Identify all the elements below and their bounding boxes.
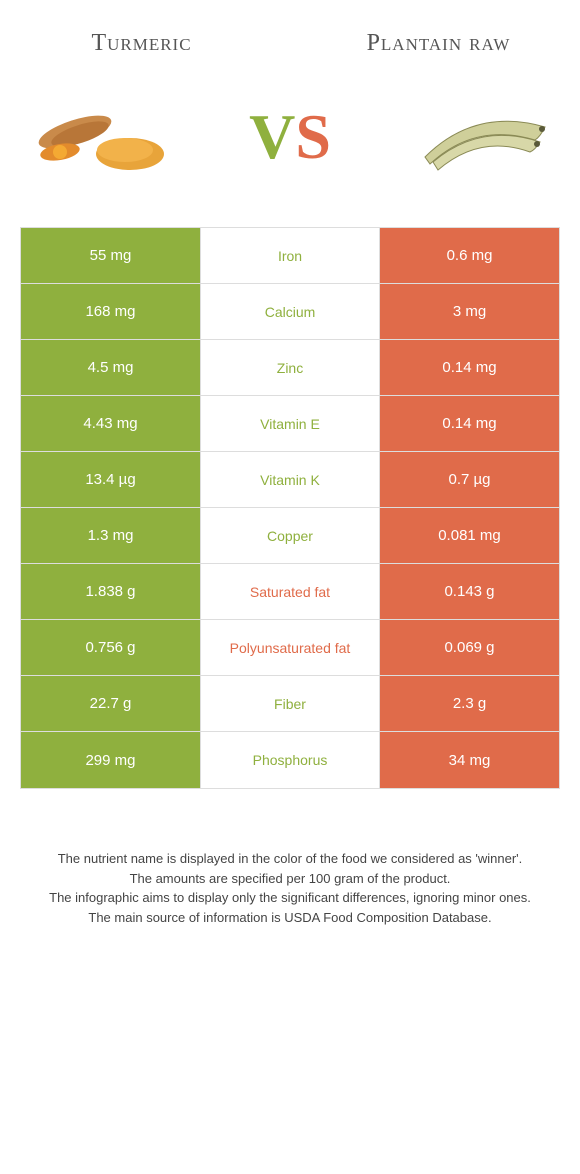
left-value: 299 mg [21,732,201,788]
footer-line-2: The amounts are specified per 100 gram o… [30,869,550,889]
nutrient-label: Polyunsaturated fat [201,620,379,675]
left-value: 4.5 mg [21,340,201,395]
nutrient-label: Fiber [201,676,379,731]
left-value: 1.3 mg [21,508,201,563]
table-row: 1.838 gSaturated fat0.143 g [21,564,559,620]
nutrient-label: Vitamin E [201,396,379,451]
table-row: 168 mgCalcium3 mg [21,284,559,340]
right-value: 3 mg [379,284,559,339]
right-value: 2.3 g [379,676,559,731]
right-value: 0.7 µg [379,452,559,507]
right-value: 0.143 g [379,564,559,619]
right-value: 0.6 mg [379,228,559,283]
left-value: 55 mg [21,228,201,283]
left-value: 168 mg [21,284,201,339]
table-row: 4.43 mgVitamin E0.14 mg [21,396,559,452]
table-row: 13.4 µgVitamin K0.7 µg [21,452,559,508]
vs-label: VS [249,100,331,174]
nutrient-label: Phosphorus [201,732,379,788]
nutrient-label: Saturated fat [201,564,379,619]
vs-row: VS [0,67,580,217]
vs-v-letter: V [249,101,295,172]
right-value: 0.14 mg [379,340,559,395]
vs-s-letter: S [295,101,331,172]
right-value: 0.081 mg [379,508,559,563]
footer-line-3: The infographic aims to display only the… [30,888,550,908]
left-value: 13.4 µg [21,452,201,507]
footer-line-4: The main source of information is USDA F… [30,908,550,928]
left-food-title: Turmeric [20,30,263,57]
nutrient-label: Calcium [201,284,379,339]
right-food-title: Plantain raw [317,30,560,57]
table-row: 55 mgIron0.6 mg [21,228,559,284]
nutrient-table: 55 mgIron0.6 mg168 mgCalcium3 mg4.5 mgZi… [20,227,560,789]
left-value: 0.756 g [21,620,201,675]
left-value: 4.43 mg [21,396,201,451]
table-row: 299 mgPhosphorus34 mg [21,732,559,788]
footer-notes: The nutrient name is displayed in the co… [0,789,580,947]
footer-line-1: The nutrient name is displayed in the co… [30,849,550,869]
nutrient-label: Zinc [201,340,379,395]
left-value: 1.838 g [21,564,201,619]
nutrient-label: Copper [201,508,379,563]
nutrient-label: Vitamin K [201,452,379,507]
right-value: 34 mg [379,732,559,788]
left-value: 22.7 g [21,676,201,731]
right-value: 0.14 mg [379,396,559,451]
turmeric-icon [20,87,180,187]
table-row: 4.5 mgZinc0.14 mg [21,340,559,396]
header: Turmeric Plantain raw [0,0,580,67]
nutrient-label: Iron [201,228,379,283]
table-row: 22.7 gFiber2.3 g [21,676,559,732]
plantain-icon [400,87,560,187]
table-row: 0.756 gPolyunsaturated fat0.069 g [21,620,559,676]
right-value: 0.069 g [379,620,559,675]
table-row: 1.3 mgCopper0.081 mg [21,508,559,564]
